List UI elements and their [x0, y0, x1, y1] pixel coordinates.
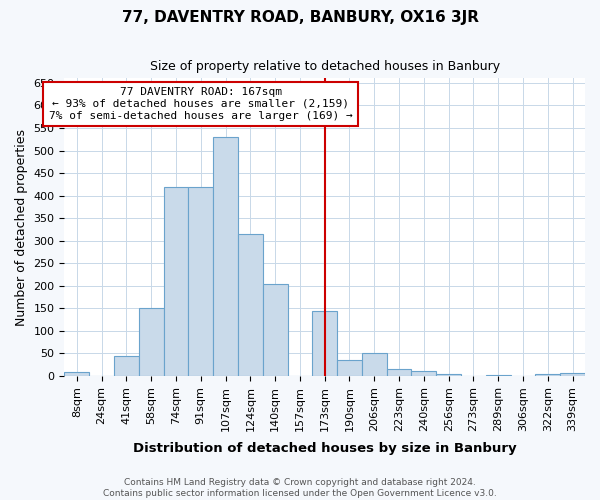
Bar [362, 354, 386, 376]
Y-axis label: Number of detached properties: Number of detached properties [15, 128, 28, 326]
Bar [238, 234, 263, 376]
Bar [412, 370, 436, 376]
Bar [213, 137, 238, 376]
Bar [535, 374, 560, 376]
Bar [486, 374, 511, 376]
Text: 77, DAVENTRY ROAD, BANBURY, OX16 3JR: 77, DAVENTRY ROAD, BANBURY, OX16 3JR [121, 10, 479, 25]
X-axis label: Distribution of detached houses by size in Banbury: Distribution of detached houses by size … [133, 442, 517, 455]
Text: Contains HM Land Registry data © Crown copyright and database right 2024.
Contai: Contains HM Land Registry data © Crown c… [103, 478, 497, 498]
Bar [114, 356, 139, 376]
Bar [337, 360, 362, 376]
Bar [164, 186, 188, 376]
Bar [188, 186, 213, 376]
Bar [436, 374, 461, 376]
Bar [386, 370, 412, 376]
Title: Size of property relative to detached houses in Banbury: Size of property relative to detached ho… [149, 60, 500, 73]
Bar [560, 373, 585, 376]
Bar [263, 284, 287, 376]
Text: 77 DAVENTRY ROAD: 167sqm
← 93% of detached houses are smaller (2,159)
7% of semi: 77 DAVENTRY ROAD: 167sqm ← 93% of detach… [49, 88, 353, 120]
Bar [64, 372, 89, 376]
Bar [139, 308, 164, 376]
Bar [313, 310, 337, 376]
